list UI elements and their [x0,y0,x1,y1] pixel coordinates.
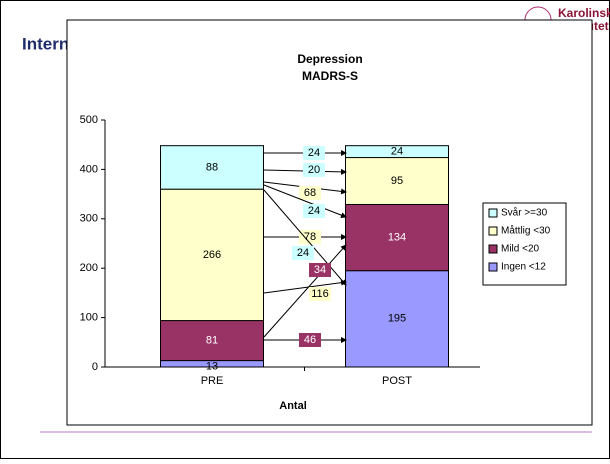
flow-box [303,163,325,177]
data-label: 81 [206,334,218,346]
data-label: 13 [206,360,218,372]
legend-label: Svår >=30 [501,207,548,219]
data-label: 195 [388,313,406,325]
flow-box [292,246,314,260]
x-tick-label: POST [382,375,412,387]
flow-box [299,333,321,347]
flow-label: 34 [314,264,326,276]
data-label: 95 [391,175,403,187]
x-axis-label: Antal [279,400,307,412]
flow-box [299,186,321,200]
x-tick-label: PRE [201,375,224,387]
data-label: 134 [388,231,406,243]
flow-label: 78 [304,231,316,243]
y-tick-label: 500 [80,114,98,126]
flow-label: 24 [308,147,320,159]
data-label: 266 [203,249,221,261]
flow-box [309,287,331,301]
flow-arrow [263,189,347,286]
flow-label: 46 [304,334,316,346]
legend-label: Måttlig <30 [501,225,551,237]
bar-segment [160,145,264,190]
legend-swatch [488,226,498,236]
y-tick-label: 300 [80,213,98,225]
legend-label: Ingen <12 [501,262,546,273]
legend-swatch [488,208,498,218]
flow-box [299,230,321,244]
flow-arrow [263,184,347,218]
flow-box [303,146,325,160]
data-label: 88 [206,161,218,173]
legend-swatch [488,244,498,254]
y-tick-label: 200 [80,262,98,274]
bar-segment [160,320,264,362]
chart-title: Depression [297,52,362,66]
flow-label: 24 [308,205,320,217]
y-tick-label: 400 [80,163,98,175]
flow-box [303,204,325,218]
legend-swatch [488,262,498,272]
flow-arrow [263,279,347,294]
y-tick-label: 100 [80,312,98,324]
data-label: 24 [391,146,403,158]
flow-label: 116 [311,288,329,300]
flow-arrow [263,244,347,338]
chart-subtitle: MADRS-S [302,69,358,83]
logo-text: Karolinska [558,6,610,20]
flow-label: 24 [297,247,309,259]
bar-segment [345,157,449,205]
legend-label: Mild <20 [501,244,540,255]
y-tick-label: 0 [92,361,98,373]
bar-segment [345,270,449,368]
flow-label: 68 [304,187,316,199]
flow-label: 20 [308,164,320,176]
flow-box [309,263,331,277]
bar-segment [160,188,264,322]
